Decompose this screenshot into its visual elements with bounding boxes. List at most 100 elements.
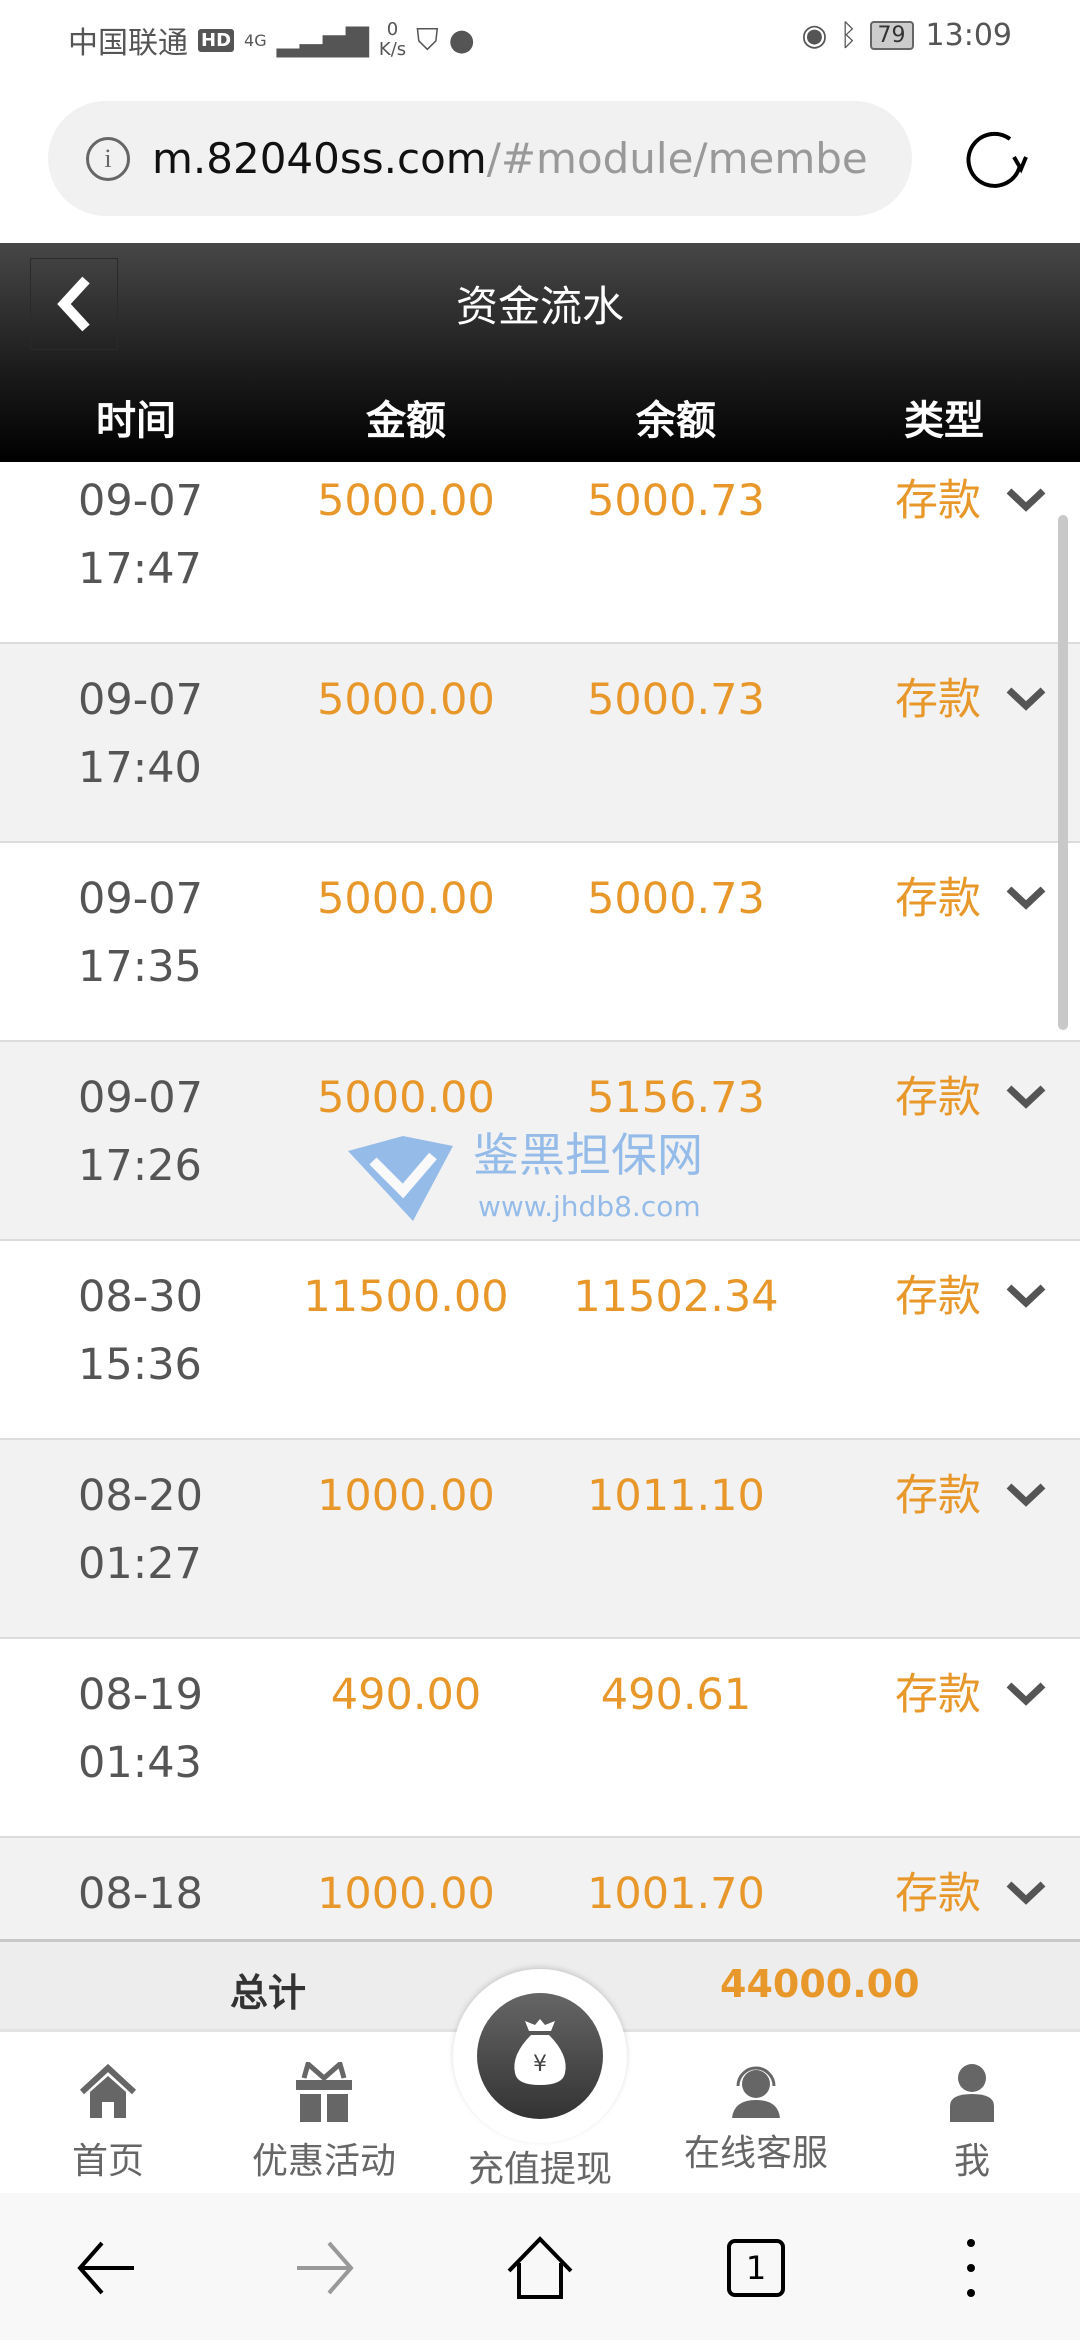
url-host: m.82040ss.com	[152, 134, 487, 183]
row-amount: 5000.00	[317, 1073, 495, 1123]
battery-icon: 79	[869, 21, 914, 50]
row-time: 17:35	[78, 942, 202, 992]
row-datetime: 09-07 17:40	[78, 666, 203, 802]
hd-icon: HD	[198, 28, 235, 52]
row-balance: 11502.34	[573, 1272, 779, 1322]
row-type: 存款	[895, 1073, 981, 1123]
row-balance: 5156.73	[587, 1073, 765, 1123]
chat-icon: ●	[448, 22, 475, 58]
chevron-down-icon[interactable]	[1005, 1679, 1047, 1709]
row-time: 15:36	[78, 1340, 202, 1390]
scrollbar[interactable]	[1058, 515, 1068, 1030]
table-row[interactable]: 08-20 01:27 1000.00 1011.10 存款	[0, 1440, 1080, 1639]
row-amount: 1000.00	[317, 1869, 495, 1919]
chevron-down-icon[interactable]	[1005, 1878, 1047, 1908]
svg-text:¥: ¥	[533, 2052, 547, 2077]
speed-value: 0	[386, 19, 399, 40]
carrier: 中国联通	[68, 26, 188, 61]
row-type: 存款	[895, 874, 981, 924]
signal-icon: 4G	[244, 30, 267, 50]
row-time: 01:43	[78, 1738, 202, 1788]
chevron-down-icon[interactable]	[1005, 1480, 1047, 1510]
row-datetime: 09-07 17:47	[78, 467, 203, 603]
row-date: 08-19	[78, 1670, 203, 1720]
tab-customer-service[interactable]: 在线客服	[648, 2032, 864, 2193]
row-time: 17:47	[78, 544, 202, 594]
row-balance: 1011.10	[587, 1471, 765, 1521]
tab-me[interactable]: 我	[864, 2032, 1080, 2193]
more-menu-icon[interactable]	[936, 2233, 1006, 2303]
row-date: 09-07	[78, 874, 203, 924]
table-row[interactable]: 08-30 15:36 11500.00 11502.34 存款	[0, 1241, 1080, 1440]
tab-deposit-withdraw[interactable]: 充值提现	[432, 2032, 648, 2193]
row-datetime: 08-20 01:27	[78, 1462, 203, 1598]
transaction-list[interactable]: 09-07 17:47 5000.00 5000.73 存款 09-07 17:40…	[0, 462, 1080, 1939]
tab-label: 充值提现	[467, 2149, 612, 2190]
center-button-circle: ¥	[477, 1993, 603, 2119]
row-amount: 11500.00	[303, 1272, 509, 1322]
forward-arrow-icon[interactable]	[289, 2233, 359, 2303]
row-type: 存款	[895, 476, 981, 526]
row-amount: 5000.00	[317, 675, 495, 725]
table-row[interactable]: 08-19 01:43 490.00 490.61 存款	[0, 1639, 1080, 1838]
tabs-button[interactable]: 1	[727, 2239, 785, 2297]
row-balance: 5000.73	[587, 476, 765, 526]
row-balance: 490.61	[600, 1670, 752, 1720]
tab-promotions[interactable]: 优惠活动	[216, 2032, 432, 2193]
row-datetime: 09-07 17:26	[78, 1064, 203, 1200]
row-type: 存款	[895, 675, 981, 725]
address-bar[interactable]: i m.82040ss.com/#module/membe	[48, 101, 912, 216]
row-amount: 5000.00	[317, 874, 495, 924]
table-row[interactable]: 08-18 1000.00 1001.70 存款	[0, 1838, 1080, 1939]
chevron-down-icon[interactable]	[1005, 883, 1047, 913]
shield-icon: ⛉	[416, 22, 439, 58]
row-date: 09-07	[78, 1073, 203, 1123]
row-type: 存款	[895, 1670, 981, 1720]
headset-icon	[732, 2066, 780, 2118]
table-row[interactable]: 09-07 17:35 5000.00 5000.73 存款	[0, 843, 1080, 1042]
row-datetime: 08-19 01:43	[78, 1661, 203, 1797]
tab-label: 优惠活动	[251, 2141, 396, 2182]
row-date: 08-30	[78, 1272, 203, 1322]
table-row[interactable]: 09-07 17:47 5000.00 5000.73 存款	[0, 462, 1080, 644]
tab-label: 我	[953, 2141, 990, 2182]
reload-icon[interactable]	[960, 125, 1030, 195]
table-row[interactable]: 09-07 17:26 5000.00 5156.73 存款	[0, 1042, 1080, 1241]
row-amount: 490.00	[330, 1670, 482, 1720]
chevron-down-icon[interactable]	[1005, 1082, 1047, 1112]
row-amount: 5000.00	[317, 476, 495, 526]
home-nav-icon[interactable]	[505, 2233, 575, 2303]
row-time: 01:27	[78, 1539, 202, 1589]
browser-nav-bar: 1	[0, 2193, 1080, 2340]
deposit-withdraw-button[interactable]: ¥	[453, 1969, 627, 2143]
row-time: 17:40	[78, 743, 202, 793]
row-type: 存款	[895, 1272, 981, 1322]
total-value: 44000.00	[720, 1962, 920, 2006]
row-amount: 1000.00	[317, 1471, 495, 1521]
chevron-down-icon[interactable]	[1005, 485, 1047, 515]
column-header-amount: 金额	[366, 398, 446, 444]
row-date: 08-18	[78, 1869, 203, 1919]
column-header-balance: 余额	[636, 398, 716, 444]
home-icon	[79, 2063, 137, 2118]
back-button[interactable]	[30, 258, 118, 350]
row-date: 08-20	[78, 1471, 203, 1521]
info-icon[interactable]: i	[86, 136, 130, 181]
table-row[interactable]: 09-07 17:40 5000.00 5000.73 存款	[0, 644, 1080, 843]
chevron-down-icon[interactable]	[1005, 684, 1047, 714]
tab-label: 首页	[71, 2141, 144, 2182]
chevron-down-icon[interactable]	[1005, 1281, 1047, 1311]
row-datetime: 08-30 15:36	[78, 1263, 203, 1399]
row-datetime: 09-07 17:35	[78, 865, 203, 1001]
user-icon	[950, 2064, 994, 2122]
back-arrow-icon[interactable]	[72, 2233, 142, 2303]
gift-icon	[296, 2062, 352, 2122]
chevron-left-icon	[57, 276, 90, 332]
page-title: 资金流水	[455, 282, 624, 331]
speed-unit: K/s	[378, 39, 407, 60]
row-datetime: 08-18	[78, 1860, 203, 1928]
signal-bars-icon: ▂▃▅▇	[276, 22, 369, 58]
tab-home[interactable]: 首页	[0, 2032, 216, 2193]
row-balance: 1001.70	[587, 1869, 765, 1919]
net-speed: 0 K/s	[379, 20, 406, 60]
